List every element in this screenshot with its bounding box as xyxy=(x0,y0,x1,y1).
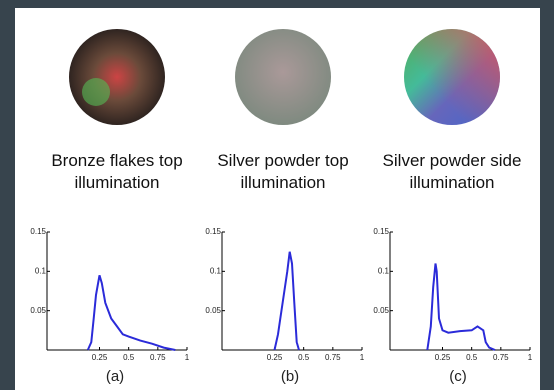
x-tick-label: 1 xyxy=(185,353,190,362)
x-tick-label: 0.75 xyxy=(493,353,509,362)
y-tick-label: 0.1 xyxy=(35,266,47,275)
y-tick-label: 0.15 xyxy=(205,227,221,236)
y-tick-label: 0.1 xyxy=(378,266,390,275)
x-tick-label: 0.75 xyxy=(150,353,166,362)
x-tick-label: 1 xyxy=(528,353,533,362)
panel-title: Silver powder side illumination xyxy=(372,150,532,194)
x-tick-label: 0.75 xyxy=(325,353,341,362)
y-tick-label: 0.05 xyxy=(373,306,389,315)
x-tick-label: 0.5 xyxy=(298,353,310,362)
figure: 0.05 0.1 0.15 0.25 0.5 0.75 1 (a) 0.05 0.1 0.15 0.2… xyxy=(0,0,554,390)
y-tick-label: 0.15 xyxy=(373,227,389,236)
data-line xyxy=(88,275,176,350)
x-tick-label: 0.25 xyxy=(435,353,451,362)
panel-caption: (a) xyxy=(106,368,124,385)
x-tick-label: 0.25 xyxy=(267,353,283,362)
y-tick-label: 0.1 xyxy=(210,266,222,275)
y-tick-label: 0.05 xyxy=(205,306,221,315)
panel-caption: (b) xyxy=(281,368,299,385)
page: 0.05 0.1 0.15 0.25 0.5 0.75 1 (a) 0.05 0.1 0.15 0.2… xyxy=(0,0,554,390)
x-tick-label: 1 xyxy=(360,353,365,362)
y-tick-label: 0.05 xyxy=(30,306,46,315)
panel-title: Bronze flakes top illumination xyxy=(37,150,197,194)
data-line xyxy=(275,252,300,350)
sphere xyxy=(235,29,331,125)
sphere-highlight xyxy=(82,78,110,106)
sphere xyxy=(69,29,165,125)
panel-caption: (c) xyxy=(449,368,467,385)
x-tick-label: 0.5 xyxy=(123,353,135,362)
panel-title: Silver powder top illumination xyxy=(203,150,363,194)
x-tick-label: 0.5 xyxy=(466,353,478,362)
y-tick-label: 0.15 xyxy=(30,227,46,236)
x-tick-label: 0.25 xyxy=(92,353,108,362)
data-line xyxy=(427,264,495,351)
sphere-shade xyxy=(404,29,500,125)
